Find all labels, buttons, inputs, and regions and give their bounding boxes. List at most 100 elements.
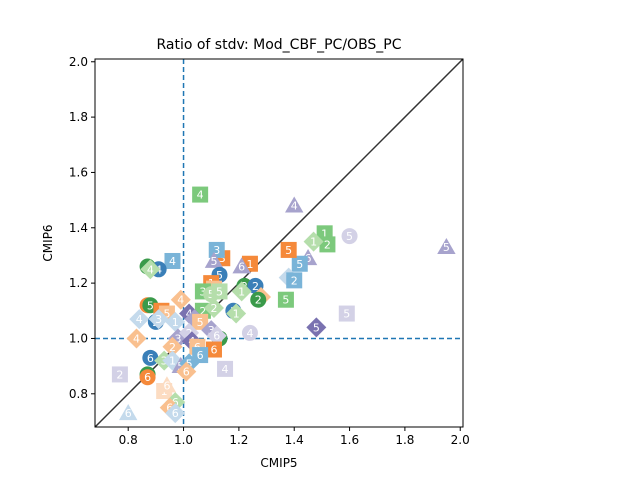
point-label: 4 [246,327,253,340]
point-label: 4 [147,263,154,276]
point-label: 4 [186,308,193,321]
point-label: 5 [177,360,184,373]
x-axis-label: CMIP5 [260,456,297,470]
x-tick-label: 0.8 [119,433,138,447]
point-label: 5 [443,241,450,254]
scatter-point: 1 [165,311,186,332]
scatter-point: 4 [170,289,191,310]
scatter-point: 2 [319,236,336,253]
point-marker-circle [341,228,358,245]
point-marker-triangle [204,251,224,268]
point-label: 6 [238,261,245,274]
x-tick-label: 1.6 [340,433,359,447]
scatter-point: 6 [142,349,159,366]
point-marker-square [280,241,297,258]
scatter-point: 4 [129,309,150,330]
scatter-point: 6 [206,325,227,346]
plot-area: 4455121651255551633552212211444441135542… [69,55,470,447]
chart-title: Ratio of stdv: Mod_CBF_PC/OBS_PC [156,37,401,53]
scatter-point: 6 [176,361,197,382]
point-marker-triangle [157,376,177,393]
point-label: 5 [210,255,217,268]
scatter-point: 1 [231,281,252,302]
scatter-point: 5 [306,317,327,338]
point-marker-square [164,252,181,269]
point-label: 4 [291,200,298,213]
identity-line [95,59,463,427]
point-marker-circle [241,324,258,341]
point-marker-square [319,236,336,253]
point-marker-diamond [126,328,147,349]
x-tick-label: 2.0 [451,433,470,447]
point-marker-diamond [162,336,183,357]
point-label: 1 [169,355,176,368]
point-marker-circle [142,349,159,366]
scatter-point: 2 [250,291,267,308]
point-label: 3 [199,285,206,298]
scatter-point: 2 [162,336,183,357]
scatter-point: 5 [192,313,209,330]
scatter-point: 5 [280,241,297,258]
scatter-point: 6 [139,369,156,386]
point-label: 3 [213,244,220,257]
point-marker-square [217,360,234,377]
y-tick-label: 1.0 [69,331,88,345]
point-marker-square [208,241,225,258]
point-label: 5 [216,285,223,298]
point-label: 6 [172,396,179,409]
x-tick-label: 1.8 [395,433,414,447]
point-label: 6 [166,402,173,415]
point-marker-circle [250,291,267,308]
scatter-point: 5 [211,283,228,300]
point-marker-square [192,186,209,203]
scatter-point: 6 [192,347,209,364]
y-tick-label: 1.2 [69,276,88,290]
point-marker-diamond [203,298,224,319]
point-label: 4 [197,189,204,202]
scatter-point: 4 [192,186,209,203]
scatter-point: 5 [291,255,308,272]
point-label: 5 [346,230,353,243]
point-label: 4 [177,294,184,307]
point-label: 1 [238,285,245,298]
point-marker-diamond [165,403,186,424]
point-marker-circle [139,369,156,386]
scatter-point: 5 [204,251,224,268]
point-label: 6 [125,407,132,420]
y-tick-label: 1.6 [69,165,88,179]
scatter-point: 5 [341,228,358,245]
point-marker-diamond [231,281,252,302]
point-marker-triangle [437,237,456,255]
point-marker-square [338,305,355,322]
point-marker-diamond [170,289,191,310]
point-label: 5 [208,288,215,301]
scatter-point: 4 [285,196,304,213]
point-label: 5 [343,308,350,321]
point-label: 5 [282,294,289,307]
point-label: 1 [310,236,317,249]
scatter-point: 2 [203,298,224,319]
scatter-point: 1 [303,231,324,252]
scatter-point: 3 [208,241,225,258]
point-label: 6 [163,379,170,392]
point-label: 1 [172,316,179,329]
point-marker-triangle [232,257,251,274]
point-marker-diamond [226,303,247,324]
point-marker-diamond [176,361,197,382]
point-label: 5 [216,269,223,282]
point-label: 2 [291,274,298,287]
scatter-point: 2 [286,272,303,289]
point-marker-diamond [129,309,150,330]
point-marker-square [291,255,308,272]
y-tick-label: 1.4 [69,221,88,235]
x-tick-label: 1.4 [285,433,304,447]
y-tick-label: 2.0 [69,55,88,69]
point-marker-square [192,347,209,364]
point-marker-square [192,313,209,330]
y-tick-label: 0.8 [69,387,88,401]
y-axis-label: CMIP6 [41,224,55,261]
point-marker-diamond [148,309,169,330]
point-marker-diamond [140,259,161,280]
